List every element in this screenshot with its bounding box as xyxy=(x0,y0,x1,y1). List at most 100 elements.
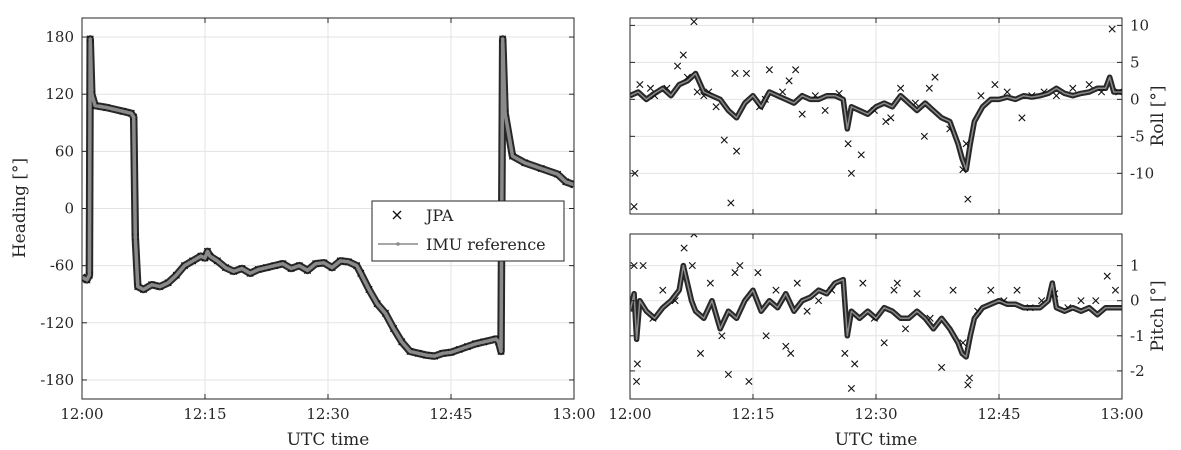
pitch-jpa-marker xyxy=(964,381,972,389)
roll-y-tick-label: 10 xyxy=(1130,16,1149,34)
roll-jpa-marker xyxy=(964,195,972,203)
pitch-jpa-marker xyxy=(851,360,859,368)
roll-jpa-marker xyxy=(977,92,985,100)
pitch-jpa-marker xyxy=(688,262,696,270)
heading-y-tick-label: 180 xyxy=(45,28,74,46)
roll-jpa-marker xyxy=(925,84,933,92)
legend-label-jpa: JPA xyxy=(424,206,454,225)
roll-jpa-marker xyxy=(798,110,806,118)
roll-jpa-marker xyxy=(792,66,800,74)
roll-jpa-marker xyxy=(844,140,852,148)
pitch-jpa-marker xyxy=(859,279,867,287)
roll-jpa-marker xyxy=(1052,92,1060,100)
pitch-jpa-marker xyxy=(847,384,855,393)
pitch-jpa-marker xyxy=(913,290,921,298)
pitch-jpa-marker xyxy=(1092,297,1100,305)
heading-y-tick-label: 0 xyxy=(64,200,74,218)
pitch-data xyxy=(630,234,1122,393)
roll-jpa-marker xyxy=(636,80,644,89)
roll-jpa-marker xyxy=(727,199,735,207)
heading-x-tick-label: 12:15 xyxy=(183,405,226,423)
pitch-y-tick-label: 1 xyxy=(1130,257,1140,275)
heading-x-tick-label: 13:00 xyxy=(552,405,595,423)
roll-jpa-marker xyxy=(887,114,895,122)
roll-jpa-marker xyxy=(785,77,793,85)
pitch-jpa-marker xyxy=(736,262,744,270)
roll-jpa-marker xyxy=(720,136,728,144)
pitch-jpa-marker xyxy=(745,377,753,386)
heading-y-tick-label: -60 xyxy=(50,257,74,275)
pitch-y-tick-label: -2 xyxy=(1130,362,1145,380)
roll-jpa-marker xyxy=(847,169,855,177)
heading-y-tick-label: -180 xyxy=(40,371,74,389)
roll-jpa-marker xyxy=(931,73,939,81)
pitch-grid xyxy=(630,234,1122,399)
pitch-series-group xyxy=(630,234,1122,393)
pitch-ticks: 12:00 12:15 12:30 12:45 13:00 1 0 -1 -2 xyxy=(608,234,1145,423)
roll-grid xyxy=(630,18,1122,214)
heading-y-tick-label: 60 xyxy=(55,142,74,160)
pitch-x-tick-label: 12:30 xyxy=(854,405,897,423)
heading-ticks: 12:00 12:15 12:30 12:45 13:00 180 120 60 0 -60 -12… xyxy=(40,18,596,423)
pitch-jpa-marker xyxy=(782,342,790,350)
pitch-jpa-marker xyxy=(803,307,811,315)
pitch-jpa-marker xyxy=(949,286,957,294)
pitch-jpa-marker xyxy=(880,339,888,347)
roll-y-tick-label: -5 xyxy=(1130,127,1145,145)
roll-imu-reference-line xyxy=(630,72,1122,171)
legend-label-imu: IMU reference xyxy=(426,235,546,254)
roll-jpa-marker xyxy=(882,117,890,126)
pitch-jpa-marker xyxy=(987,286,995,294)
pitch-jpa-marker xyxy=(901,325,910,333)
pitch-jpa-marker xyxy=(841,349,849,357)
roll-series-group xyxy=(630,18,1122,211)
pitch-jpa-marker xyxy=(680,244,688,252)
pitch-jpa-marker xyxy=(724,370,732,379)
pitch-jpa-marker xyxy=(938,363,946,371)
heading-x-axis-label: UTC time xyxy=(287,430,370,450)
roll-jpa-marker xyxy=(673,62,682,70)
roll-jpa-marker xyxy=(630,203,638,211)
pitch-jpa-marker xyxy=(690,234,698,238)
roll-y-tick-label: 5 xyxy=(1130,53,1140,71)
roll-jpa-marker xyxy=(857,151,865,159)
roll-jpa-marker xyxy=(991,80,999,89)
legend-marker-jpa xyxy=(392,210,402,220)
pitch-jpa-marker xyxy=(731,269,739,277)
heading-data xyxy=(82,35,574,360)
roll-jpa-marker xyxy=(1108,25,1116,33)
pitch-jpa-marker xyxy=(706,279,714,287)
roll-data xyxy=(630,18,1122,211)
heading-x-tick-label: 12:30 xyxy=(306,405,349,423)
pitch-x-tick-label: 13:00 xyxy=(1100,405,1143,423)
pitch-x-axis-label: UTC time xyxy=(835,430,918,450)
roll-jpa-marker xyxy=(1085,80,1093,89)
pitch-imu-reference-line xyxy=(630,264,1122,358)
pitch-jpa-marker xyxy=(815,297,823,305)
roll-jpa-marker xyxy=(646,84,655,92)
heading-grid xyxy=(82,18,574,399)
roll-jpa-marker xyxy=(821,106,829,115)
roll-jpa-marker xyxy=(731,69,739,78)
pitch-jpa-marker xyxy=(890,286,898,294)
pitch-jpa-marker xyxy=(633,360,641,368)
pitch-x-tick-label: 12:15 xyxy=(731,405,774,423)
roll-plot: 10 5 0 -5 -10 Roll [°] xyxy=(629,16,1168,215)
roll-ticks: 10 5 0 -5 -10 xyxy=(629,16,1154,214)
pitch-x-tick-label: 12:00 xyxy=(608,405,651,423)
pitch-jpa-marker xyxy=(1111,286,1120,294)
pitch-jpa-marker xyxy=(696,349,705,357)
pitch-y-axis-label: Pitch [°] xyxy=(1148,280,1168,351)
heading-series-group xyxy=(82,35,574,360)
roll-jpa-marker xyxy=(897,84,905,92)
pitch-jpa-marker xyxy=(965,374,974,382)
roll-jpa-marker xyxy=(920,132,928,140)
roll-jpa-marker xyxy=(693,88,701,96)
roll-jpa-marker xyxy=(765,66,773,74)
legend-box xyxy=(371,200,565,262)
pitch-jpa-marker xyxy=(772,286,780,294)
pitch-jpa-marker xyxy=(893,279,901,287)
roll-jpa-marker xyxy=(1069,84,1077,92)
pitch-jpa-marker xyxy=(632,377,641,386)
roll-jpa-marker xyxy=(1003,88,1011,96)
